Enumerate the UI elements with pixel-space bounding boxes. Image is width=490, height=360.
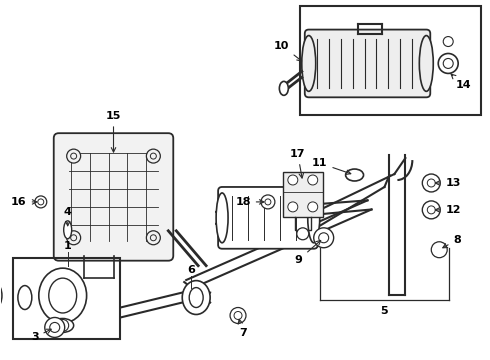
- Ellipse shape: [279, 81, 288, 95]
- Ellipse shape: [52, 319, 74, 332]
- Bar: [300, 6, 481, 115]
- Circle shape: [67, 231, 81, 245]
- Circle shape: [147, 149, 160, 163]
- Text: 13: 13: [435, 178, 461, 188]
- Circle shape: [422, 201, 440, 219]
- FancyBboxPatch shape: [54, 133, 173, 261]
- Text: 7: 7: [238, 319, 247, 338]
- Ellipse shape: [345, 169, 364, 181]
- FancyBboxPatch shape: [305, 30, 430, 97]
- Text: 17: 17: [290, 149, 306, 178]
- Ellipse shape: [18, 285, 32, 310]
- Circle shape: [288, 202, 298, 212]
- Circle shape: [297, 228, 309, 240]
- Circle shape: [427, 206, 435, 214]
- Text: 15: 15: [106, 111, 121, 152]
- Circle shape: [422, 174, 440, 192]
- Circle shape: [308, 175, 318, 185]
- Ellipse shape: [182, 280, 210, 315]
- Ellipse shape: [0, 285, 2, 306]
- Bar: [13, 258, 121, 339]
- Circle shape: [35, 196, 47, 208]
- Circle shape: [308, 202, 318, 212]
- Ellipse shape: [308, 193, 319, 243]
- FancyBboxPatch shape: [218, 187, 318, 249]
- Circle shape: [45, 318, 65, 337]
- Ellipse shape: [39, 268, 87, 323]
- Ellipse shape: [64, 221, 72, 239]
- Ellipse shape: [216, 193, 228, 243]
- Text: 5: 5: [381, 306, 388, 316]
- Text: 8: 8: [443, 235, 461, 248]
- Circle shape: [50, 323, 60, 332]
- Text: 14: 14: [451, 74, 471, 90]
- Circle shape: [443, 58, 453, 68]
- Text: 9: 9: [295, 240, 320, 265]
- Circle shape: [443, 37, 453, 46]
- Text: 1: 1: [64, 241, 72, 251]
- Circle shape: [67, 149, 81, 163]
- Text: 2: 2: [0, 359, 1, 360]
- Ellipse shape: [49, 278, 76, 313]
- Ellipse shape: [302, 36, 316, 91]
- Text: 16: 16: [11, 197, 37, 207]
- Text: 4: 4: [64, 207, 72, 226]
- Text: 3: 3: [31, 329, 51, 342]
- Circle shape: [431, 242, 447, 258]
- Text: 6: 6: [187, 265, 195, 275]
- Ellipse shape: [189, 288, 203, 307]
- Circle shape: [318, 233, 329, 243]
- Circle shape: [230, 307, 246, 323]
- Text: 12: 12: [435, 205, 461, 215]
- Circle shape: [234, 311, 242, 319]
- Circle shape: [261, 195, 275, 209]
- Text: 18: 18: [235, 197, 264, 207]
- Circle shape: [57, 319, 69, 332]
- Circle shape: [438, 54, 458, 73]
- Circle shape: [314, 228, 334, 248]
- Circle shape: [147, 231, 160, 245]
- Text: 10: 10: [274, 41, 302, 61]
- Circle shape: [288, 175, 298, 185]
- Text: 11: 11: [312, 158, 351, 174]
- Bar: [283, 172, 323, 217]
- Ellipse shape: [419, 36, 433, 91]
- Circle shape: [427, 179, 435, 187]
